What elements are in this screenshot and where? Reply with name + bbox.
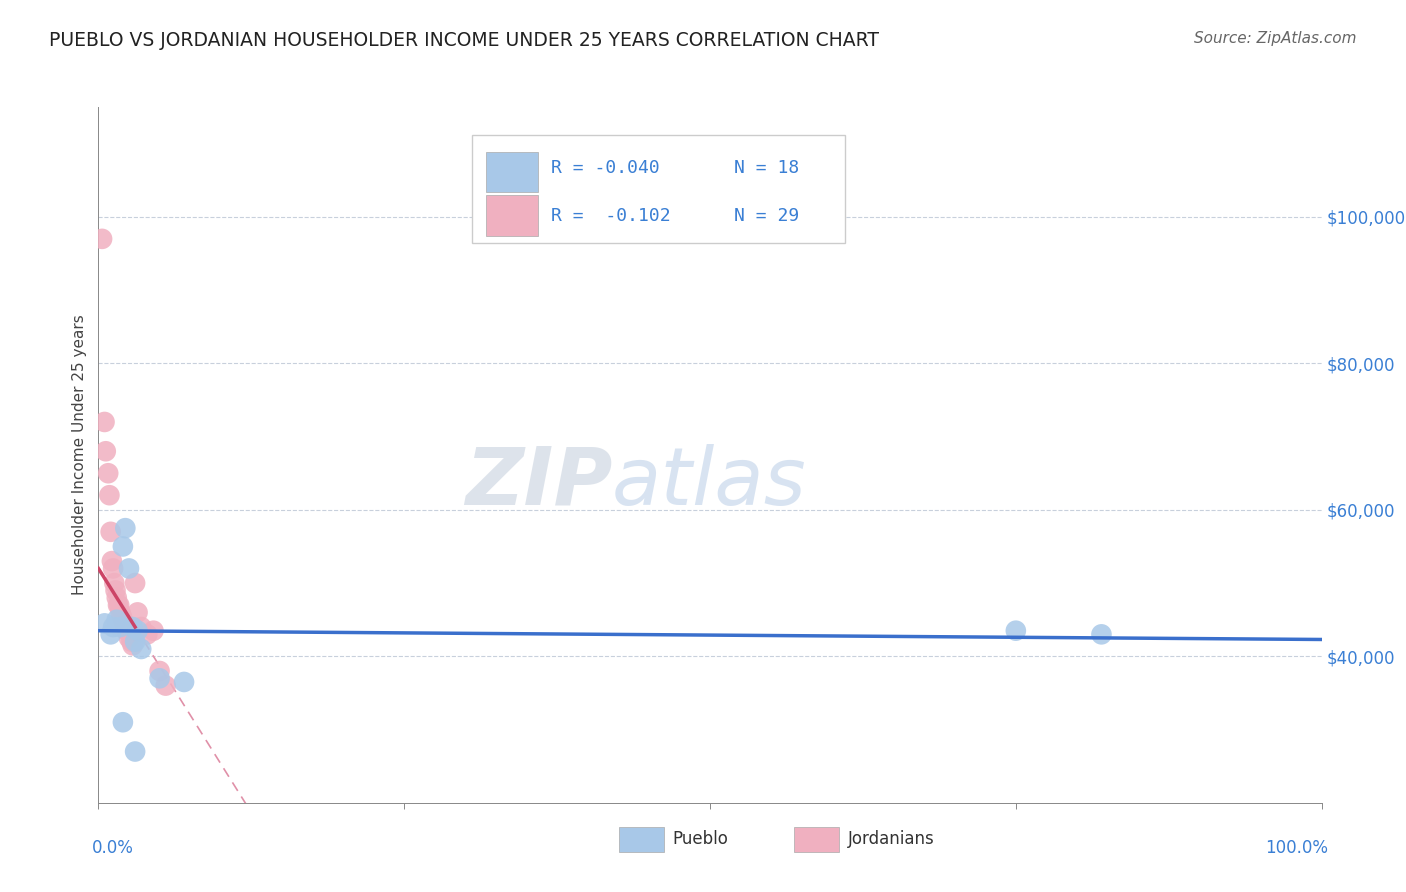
FancyBboxPatch shape — [471, 135, 845, 243]
Point — [129, 620, 152, 634]
Point — [105, 613, 128, 627]
Text: 0.0%: 0.0% — [93, 839, 134, 857]
Text: atlas: atlas — [612, 443, 807, 522]
Point — [103, 576, 125, 591]
Point — [91, 232, 114, 246]
Point — [121, 620, 143, 634]
Text: 100.0%: 100.0% — [1265, 839, 1327, 857]
Point — [124, 576, 146, 591]
Point — [110, 620, 132, 634]
Y-axis label: Householder Income Under 25 years: Householder Income Under 25 years — [72, 315, 87, 595]
Point — [97, 467, 120, 481]
Point — [118, 561, 141, 575]
Point — [112, 616, 135, 631]
Point — [110, 606, 132, 620]
Point — [149, 671, 172, 685]
Point — [94, 444, 117, 458]
Point — [149, 664, 172, 678]
Point — [111, 715, 134, 730]
Point — [121, 638, 143, 652]
Point — [114, 521, 136, 535]
Point — [100, 524, 122, 539]
Point — [136, 627, 159, 641]
Point — [93, 415, 115, 429]
Point — [127, 624, 149, 638]
FancyBboxPatch shape — [486, 195, 537, 235]
Text: N = 29: N = 29 — [734, 207, 800, 226]
Text: Source: ZipAtlas.com: Source: ZipAtlas.com — [1194, 31, 1357, 46]
Point — [1004, 624, 1026, 638]
Point — [108, 598, 131, 612]
Point — [173, 675, 195, 690]
Point — [101, 561, 124, 575]
Text: R =  -0.102: R = -0.102 — [551, 207, 671, 226]
Point — [107, 598, 129, 612]
Point — [98, 488, 121, 502]
Text: PUEBLO VS JORDANIAN HOUSEHOLDER INCOME UNDER 25 YEARS CORRELATION CHART: PUEBLO VS JORDANIAN HOUSEHOLDER INCOME U… — [49, 31, 879, 50]
Point — [142, 624, 165, 638]
Point — [101, 620, 124, 634]
Point — [127, 606, 149, 620]
Point — [111, 613, 134, 627]
FancyBboxPatch shape — [486, 152, 537, 192]
Point — [1090, 627, 1112, 641]
Point — [114, 620, 136, 634]
Point — [101, 554, 124, 568]
Text: Pueblo: Pueblo — [672, 830, 728, 848]
Text: R = -0.040: R = -0.040 — [551, 160, 659, 178]
Text: Jordanians: Jordanians — [848, 830, 935, 848]
Point — [105, 591, 128, 605]
Point — [118, 631, 141, 645]
Point — [100, 627, 122, 641]
Point — [124, 634, 146, 648]
Text: N = 18: N = 18 — [734, 160, 800, 178]
Point — [115, 624, 138, 638]
Point — [111, 609, 134, 624]
Point — [120, 634, 142, 648]
Point — [104, 583, 127, 598]
Point — [124, 745, 146, 759]
Point — [129, 642, 152, 657]
Point — [111, 540, 134, 554]
Point — [93, 616, 115, 631]
Point — [155, 679, 177, 693]
Text: ZIP: ZIP — [465, 443, 612, 522]
